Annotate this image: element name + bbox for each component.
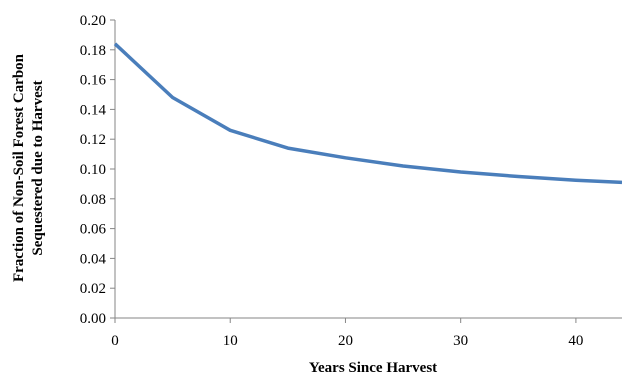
y-tick-label: 0.00 (80, 311, 106, 327)
y-tick-label: 0.08 (80, 192, 106, 208)
y-axis-title-line-2: Sequestered due to Harvest (30, 80, 46, 255)
y-axis-ticks: 0.00 0.02 0.04 0.06 0.08 0.10 0.12 0.14 0.16 0.18… (80, 13, 115, 327)
x-axis-title: Years Since Harvest (309, 360, 437, 376)
x-axis-ticks: 0 10 20 30 40 (111, 318, 583, 349)
y-tick-label: 0.06 (80, 222, 107, 238)
x-tick-label: 0 (111, 333, 119, 349)
series-group (113, 42, 622, 185)
y-tick-label: 0.14 (80, 102, 107, 118)
y-tick-label: 0.04 (80, 251, 107, 267)
axes (114, 20, 622, 319)
y-axis-title-line-1: Fraction of Non-Soil Forest Carbon (11, 53, 27, 282)
y-tick-label: 0.02 (80, 281, 106, 297)
y-tick-label: 0.10 (80, 162, 106, 178)
y-tick-label: 0.20 (80, 13, 106, 29)
x-tick-label: 10 (223, 333, 238, 349)
series-line (113, 42, 622, 185)
y-tick-label: 0.16 (80, 73, 107, 89)
x-tick-label: 40 (568, 333, 583, 349)
x-tick-label: 30 (453, 333, 468, 349)
y-tick-label: 0.18 (80, 43, 106, 59)
y-tick-label: 0.12 (80, 132, 106, 148)
x-tick-label: 20 (338, 333, 353, 349)
y-axis-title: Fraction of Non-Soil Forest Carbon Seque… (11, 53, 46, 282)
